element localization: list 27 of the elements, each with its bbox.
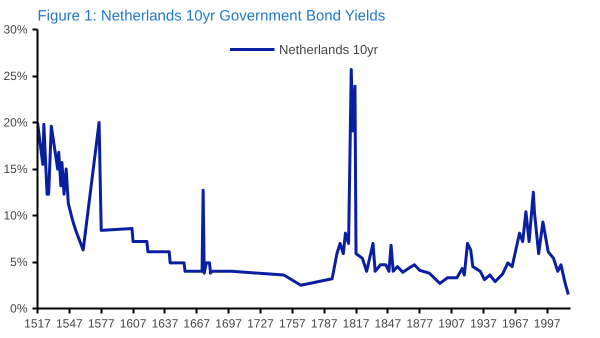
legend-label: Netherlands 10yr xyxy=(279,42,378,56)
x-tick-label: 1937 xyxy=(470,316,498,330)
x-tick-label: 1547 xyxy=(56,316,84,330)
x-tick-label: 1787 xyxy=(310,316,338,330)
chart-title: Figure 1: Netherlands 10yr Government Bond Yields xyxy=(38,8,386,24)
y-tick-label: 30% xyxy=(3,22,28,36)
y-tick-label: 20% xyxy=(3,116,28,130)
x-tick-label: 1607 xyxy=(120,316,147,330)
x-tick-label: 1967 xyxy=(502,316,529,330)
y-tick-label: 5% xyxy=(10,255,28,269)
x-tick-label: 1667 xyxy=(183,316,210,330)
x-tick-label: 1697 xyxy=(215,316,242,330)
line-series xyxy=(38,68,570,296)
y-tick-label: 0% xyxy=(10,302,28,316)
x-tick-label: 1817 xyxy=(342,316,370,330)
x-tick-label: 1637 xyxy=(152,316,179,330)
x-tick-label: 1997 xyxy=(534,316,561,330)
x-tick-label: 1757 xyxy=(278,316,306,330)
y-tick-label: 15% xyxy=(3,162,28,176)
x-tick-label: 1907 xyxy=(438,316,466,330)
x-tick-label: 1847 xyxy=(374,316,402,330)
x-tick-label: 1877 xyxy=(406,316,434,330)
x-tick-label: 1517 xyxy=(24,316,52,330)
y-tick-label: 25% xyxy=(3,69,28,83)
x-tick-label: 1577 xyxy=(88,316,115,330)
x-tick-label: 1727 xyxy=(247,316,274,330)
y-tick-label: 10% xyxy=(3,208,28,222)
